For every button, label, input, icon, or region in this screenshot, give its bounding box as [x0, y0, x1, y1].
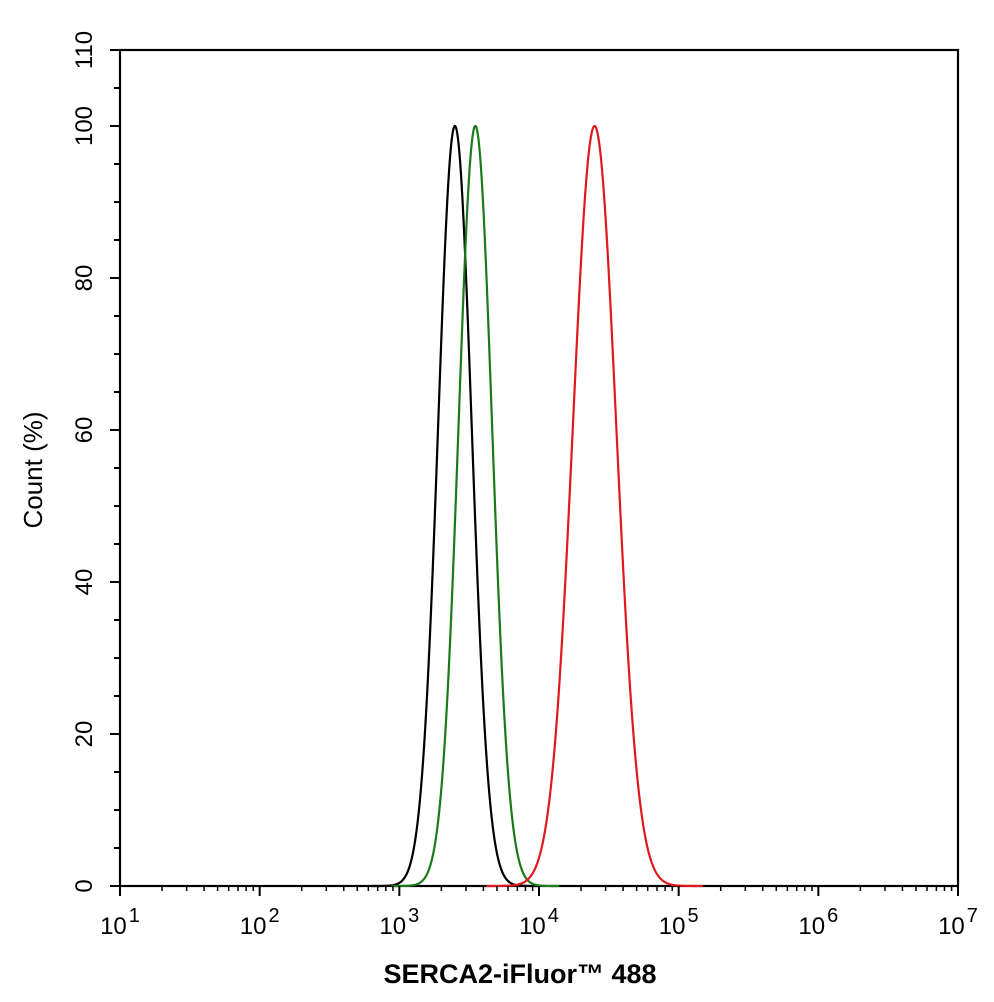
x-tick-label: 10 1 [100, 905, 140, 940]
x-tick-base: 10 [379, 913, 406, 940]
y-tick-label: 110 [71, 31, 98, 69]
x-tick-exponent: 1 [129, 905, 140, 927]
series-2-line [485, 124, 704, 888]
x-tick-exponent: 5 [687, 905, 698, 927]
histogram-curves [370, 124, 704, 888]
y-axis-title: Count (%) [18, 411, 48, 528]
y-tick-label: 20 [71, 721, 98, 748]
x-tick-exponent: 6 [827, 905, 838, 927]
x-tick-base: 10 [798, 913, 825, 940]
y-tick-label: 80 [71, 265, 98, 292]
y-tick-label: 0 [71, 879, 98, 892]
y-tick-label: 60 [71, 417, 98, 444]
x-tick-label: 10 5 [659, 905, 699, 940]
x-tick-base: 10 [938, 913, 965, 940]
x-tick-label: 10 4 [519, 905, 559, 940]
series-1-line [390, 124, 560, 888]
x-tick-label: 10 3 [379, 905, 419, 940]
x-axis: 10 1 10 2 10 3 10 4 10 5 10 6 10 7 [100, 886, 978, 940]
y-tick-label: 100 [71, 106, 98, 146]
x-tick-label: 10 7 [938, 905, 978, 940]
x-tick-base: 10 [659, 913, 686, 940]
x-tick-exponent: 4 [548, 905, 559, 927]
plot-frame [118, 48, 960, 888]
series-0-line [370, 124, 540, 888]
x-tick-base: 10 [240, 913, 267, 940]
x-tick-base: 10 [519, 913, 546, 940]
x-axis-title: SERCA2-iFluor™ 488 [383, 959, 656, 989]
x-tick-base: 10 [100, 913, 127, 940]
x-tick-exponent: 3 [408, 905, 419, 927]
x-tick-exponent: 2 [268, 905, 279, 927]
x-tick-label: 10 6 [798, 905, 838, 940]
x-tick-label: 10 2 [240, 905, 280, 940]
y-tick-label: 40 [71, 569, 98, 596]
y-axis: 0 20 40 60 80 100 110 [71, 31, 120, 893]
x-tick-exponent: 7 [967, 905, 978, 927]
